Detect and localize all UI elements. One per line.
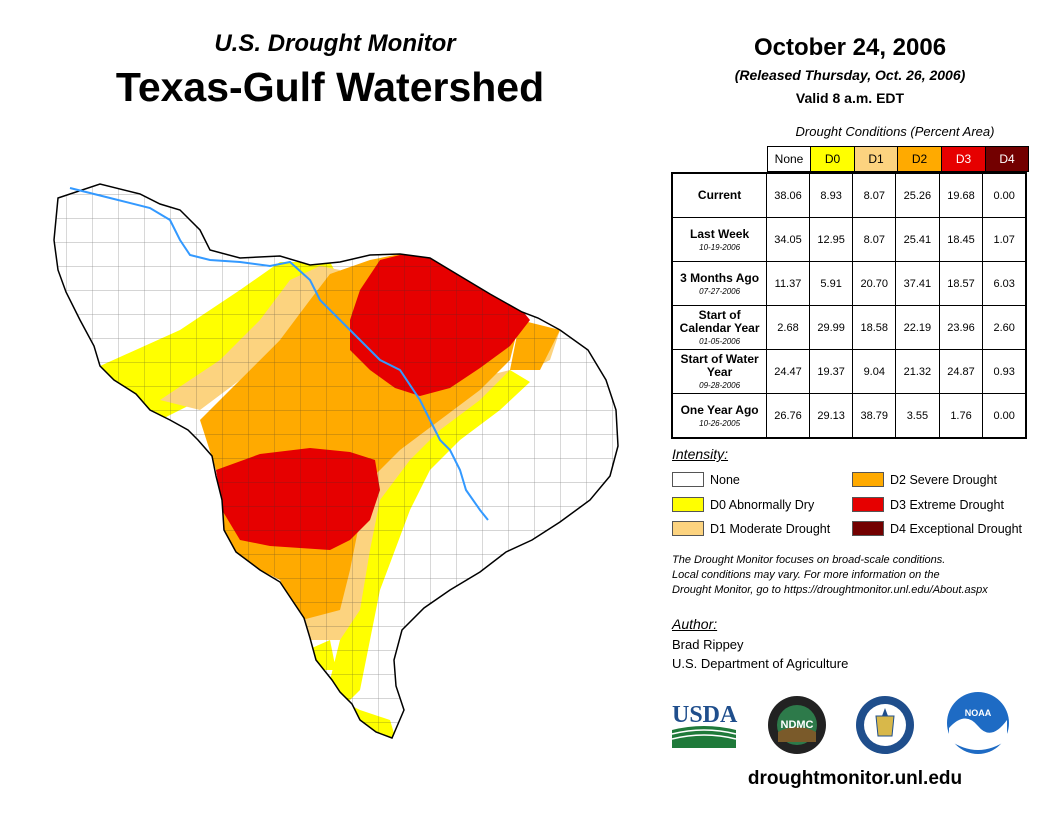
map-title: Texas-Gulf Watershed (115, 64, 545, 110)
noaa-logo: NOAA (947, 692, 1009, 754)
table-cell: 21.32 (896, 350, 940, 393)
watershed-boundary (53, 183, 619, 739)
table-cell: 9.04 (853, 350, 897, 393)
author-name: Brad Rippey (672, 637, 744, 652)
table-row: One Year Ago 10-26-2005 26.76 29.13 38.79 3.5… (673, 394, 1025, 437)
ndmc-logo: NDMC (768, 696, 826, 754)
author-org: U.S. Department of Agriculture (672, 656, 849, 671)
table-cell: 20.70 (853, 262, 897, 305)
table-cell: 22.19 (896, 306, 940, 349)
table-cell: 11.37 (767, 262, 810, 305)
legend-d2: D2 Severe Drought (852, 472, 997, 487)
table-cell: 23.96 (940, 306, 984, 349)
legend-swatch (672, 472, 704, 487)
table-cell: 29.13 (810, 394, 854, 437)
col-d3: D3 (941, 146, 985, 172)
table-cell: 0.00 (993, 409, 1015, 422)
table-cell: 24.47 (767, 350, 810, 393)
col-d2: D2 (897, 146, 941, 172)
table-cell: 3.55 (896, 394, 940, 437)
table-cell: 18.58 (853, 306, 897, 349)
table-row: Last Week 10-19-2006 34.05 12.95 8.07 25.41 18… (673, 218, 1025, 262)
legend-title: Intensity: (672, 446, 729, 462)
table-cell: 2.68 (767, 306, 810, 349)
table-cell: 8.93 (810, 174, 854, 217)
table-cell: 0.93 (993, 365, 1015, 378)
legend-none: None (672, 472, 740, 487)
legend-swatch (672, 521, 704, 536)
usda-logo: USDA (671, 702, 738, 748)
table-cell: 8.07 (853, 218, 897, 261)
table-cell: 8.07 (853, 174, 897, 217)
table-caption: Drought Conditions (Percent Area) (795, 124, 995, 139)
table-cell: 12.95 (810, 218, 854, 261)
table-cell: 38.06 (767, 174, 810, 217)
table-row: Current 38.06 8.93 8.07 25.26 19.68 0.00 (673, 174, 1025, 218)
county-lines (54, 184, 618, 738)
svg-text:NDMC: NDMC (781, 719, 814, 731)
table-cell: 6.03 (993, 277, 1015, 290)
row-label: Last Week 10-19-2006 (673, 218, 768, 261)
col-none: None (767, 146, 810, 172)
table-cell: 0.00 (993, 189, 1015, 202)
table-header: None D0 D1 D2 D3 D4 (767, 146, 1029, 172)
valid-time: Valid 8 a.m. EDT (795, 90, 905, 106)
table-cell: 26.76 (767, 394, 810, 437)
table-cell: 25.41 (896, 218, 940, 261)
table-cell: 18.45 (940, 218, 984, 261)
row-label: 3 Months Ago 07-27-2006 (673, 262, 768, 305)
legend-d1: D1 Moderate Drought (672, 521, 830, 536)
author-label: Author: (672, 616, 718, 632)
table-cell: 24.87 (940, 350, 984, 393)
row-label: Start of Calendar Year 01-05-2006 (673, 306, 768, 349)
legend-d3: D3 Extreme Drought (852, 497, 1004, 512)
legend-swatch (852, 521, 884, 536)
svg-text:NOAA: NOAA (965, 708, 992, 718)
table-cell: 19.37 (810, 350, 854, 393)
table-cell: 2.60 (993, 321, 1015, 334)
table-cell: 19.68 (940, 174, 984, 217)
col-d0: D0 (810, 146, 854, 172)
row-label: One Year Ago 10-26-2005 (673, 394, 768, 437)
legend-swatch (672, 497, 704, 512)
release-date: (Released Thursday, Oct. 26, 2006) (734, 67, 966, 83)
commerce-seal-logo (856, 696, 914, 754)
legend-swatch (852, 472, 884, 487)
col-d4: D4 (985, 146, 1029, 172)
table-row: Start of Calendar Year 01-05-2006 2.68 29.9… (673, 306, 1025, 350)
table-cell: 37.41 (896, 262, 940, 305)
river-line (69, 187, 489, 521)
row-label: Current (673, 174, 768, 217)
drought-map (53, 183, 619, 739)
legend-d0: D0 Abnormally Dry (672, 497, 814, 512)
conditions-table: Current 38.06 8.93 8.07 25.26 19.68 0.00 Last W… (671, 172, 1027, 439)
svg-text:USDA: USDA (672, 702, 738, 728)
map-date: October 24, 2006 (753, 34, 947, 61)
legend-swatch (852, 497, 884, 512)
col-d1: D1 (854, 146, 897, 172)
legend-d4: D4 Exceptional Drought (852, 521, 1022, 536)
table-cell: 38.79 (853, 394, 897, 437)
drought-note: The Drought Monitor focuses on broad-sca… (672, 554, 988, 596)
table-row: 3 Months Ago 07-27-2006 11.37 5.91 20.70 37.4… (673, 262, 1025, 306)
table-cell: 25.26 (896, 174, 940, 217)
map-subtitle: U.S. Drought Monitor (214, 30, 456, 57)
table-cell: 5.91 (810, 262, 854, 305)
table-cell: 34.05 (767, 218, 810, 261)
table-row: Start of Water Year 09-28-2006 24.47 19.37 9… (673, 350, 1025, 394)
table-cell: 29.99 (810, 306, 854, 349)
table-cell: 18.57 (940, 262, 984, 305)
row-label: Start of Water Year 09-28-2006 (673, 350, 768, 393)
footer-url[interactable]: droughtmonitor.unl.edu (747, 768, 963, 789)
table-cell: 1.76 (940, 394, 984, 437)
table-cell: 1.07 (993, 233, 1015, 246)
